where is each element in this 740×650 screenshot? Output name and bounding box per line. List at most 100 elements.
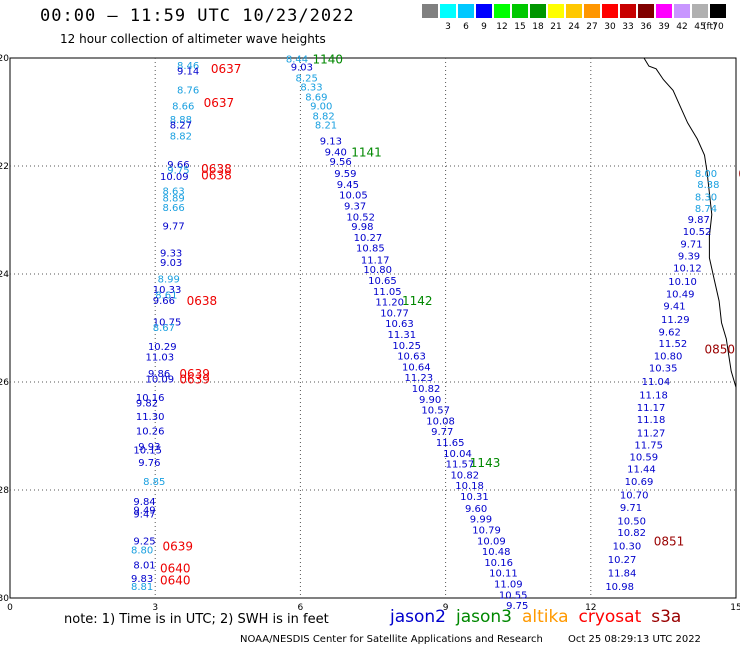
swh-value: 8.88 bbox=[170, 115, 192, 126]
colorbar-swatch bbox=[512, 4, 528, 18]
y-tick-label: -28 bbox=[0, 486, 9, 496]
swh-value: 9.62 bbox=[659, 327, 681, 338]
swh-value: 11.04 bbox=[642, 377, 671, 388]
swh-value: 10.15 bbox=[133, 446, 162, 457]
swh-value: 10.63 bbox=[385, 319, 414, 330]
track-time-label: 0638 bbox=[201, 169, 232, 183]
legend-cryosat: cryosat bbox=[578, 607, 642, 627]
swh-value: 9.66 bbox=[153, 296, 175, 307]
swh-value: 11.05 bbox=[373, 287, 402, 298]
swh-value: 8.21 bbox=[315, 121, 337, 132]
swh-value: 10.49 bbox=[666, 290, 695, 301]
track-time-label: 0637 bbox=[211, 62, 242, 76]
swh-value: 9.71 bbox=[620, 503, 642, 514]
swh-value: 10.09 bbox=[477, 536, 506, 547]
colorbar-unit: (ft) bbox=[703, 22, 717, 32]
page-subtitle: 12 hour collection of altimeter wave hei… bbox=[60, 32, 326, 46]
swh-value: 9.76 bbox=[138, 458, 160, 469]
swh-value: 10.16 bbox=[484, 558, 513, 569]
swh-value: 10.98 bbox=[605, 582, 634, 593]
swh-value: 9.87 bbox=[688, 215, 710, 226]
swh-value: 9.39 bbox=[678, 252, 700, 263]
swh-value: 11.20 bbox=[375, 298, 404, 309]
swh-value: 8.25 bbox=[296, 74, 318, 85]
y-tick-label: -26 bbox=[0, 378, 9, 388]
swh-value: 10.52 bbox=[346, 212, 375, 223]
swh-value: 8.85 bbox=[143, 477, 165, 488]
track-time-label: 1140 bbox=[313, 53, 344, 67]
swh-value: 8.74 bbox=[695, 204, 717, 215]
swh-value: 10.75 bbox=[153, 318, 182, 329]
swh-value: 10.27 bbox=[608, 555, 637, 566]
track-time-label: 0638 bbox=[201, 162, 232, 176]
swh-value: 9.82 bbox=[136, 399, 158, 410]
track-time-label: 0639 bbox=[179, 367, 210, 381]
plot-frame bbox=[9, 57, 737, 599]
swh-value: 10.80 bbox=[363, 265, 392, 276]
swh-value: 10.82 bbox=[412, 384, 441, 395]
track-time-label: 0638 bbox=[187, 294, 218, 308]
swh-value: 10.10 bbox=[668, 277, 697, 288]
colorbar-swatch bbox=[692, 4, 708, 18]
swh-value: 11.03 bbox=[146, 353, 175, 364]
swh-value: 10.16 bbox=[136, 393, 165, 404]
footer-timestamp: Oct 25 08:29:13 UTC 2022 bbox=[568, 634, 701, 645]
satellite-legend: jason2 jason3 altika cryosat s3a bbox=[390, 607, 691, 627]
swh-value: 10.48 bbox=[482, 547, 511, 558]
swh-value: 8.76 bbox=[177, 85, 199, 96]
colorbar-swatch bbox=[656, 4, 672, 18]
colorbar-swatch bbox=[422, 4, 438, 18]
swh-value: 10.57 bbox=[421, 406, 450, 417]
swh-value: 8.38 bbox=[697, 180, 719, 191]
track-time-label: 0639 bbox=[162, 540, 193, 554]
swh-value: 8.61 bbox=[155, 291, 177, 302]
swh-value: 11.30 bbox=[136, 412, 165, 423]
swh-value: 10.31 bbox=[460, 492, 489, 503]
track-time-label: 0850 bbox=[705, 343, 736, 357]
track-time-label: 1142 bbox=[402, 294, 433, 308]
swh-value: 10.05 bbox=[339, 191, 368, 202]
swh-value: 10.27 bbox=[354, 233, 383, 244]
swh-value: 9.40 bbox=[325, 148, 347, 159]
swh-value: 8.46 bbox=[177, 61, 199, 72]
swh-value: 10.04 bbox=[443, 449, 472, 460]
swh-value: 9.00 bbox=[310, 102, 332, 113]
y-tick-label: -30 bbox=[0, 594, 9, 604]
colorbar-label: 12 bbox=[496, 22, 508, 32]
swh-value: 11.29 bbox=[661, 315, 690, 326]
track-time-label: 0639 bbox=[179, 372, 210, 386]
swh-value: 10.65 bbox=[368, 276, 397, 287]
swh-value: 8.30 bbox=[695, 192, 717, 203]
swh-value: 8.01 bbox=[133, 561, 155, 572]
swh-value: 8.66 bbox=[172, 102, 194, 113]
swh-value: 8.27 bbox=[170, 121, 192, 132]
colorbar-swatch bbox=[620, 4, 636, 18]
swh-value: 10.12 bbox=[673, 264, 702, 275]
swh-value: 9.45 bbox=[337, 180, 359, 191]
swh-value: 9.03 bbox=[160, 258, 182, 269]
swh-value: 9.86 bbox=[148, 369, 170, 380]
swh-value: 8.89 bbox=[162, 193, 184, 204]
swh-value: 10.70 bbox=[620, 490, 649, 501]
colorbar-swatch bbox=[440, 4, 456, 18]
swh-value: 9.37 bbox=[344, 202, 366, 213]
swh-value: 8.80 bbox=[131, 545, 153, 556]
swh-value: 10.79 bbox=[472, 526, 501, 537]
swh-value: 10.25 bbox=[392, 341, 421, 352]
y-tick-label: -20 bbox=[0, 54, 9, 64]
track-time-label: 0 bbox=[738, 167, 740, 181]
swh-value: 8.33 bbox=[300, 83, 322, 94]
swh-value: 9.84 bbox=[133, 497, 155, 508]
swh-value: 9.13 bbox=[320, 137, 342, 148]
swh-value: 11.84 bbox=[608, 569, 637, 580]
colorbar-swatch bbox=[566, 4, 582, 18]
swh-value: 10.11 bbox=[489, 569, 518, 580]
colorbar-label: 36 bbox=[640, 22, 652, 32]
swh-value: 10.30 bbox=[613, 542, 642, 553]
swh-value: 9.71 bbox=[680, 239, 702, 250]
colorbar-swatch bbox=[476, 4, 492, 18]
swh-value: 10.29 bbox=[148, 342, 177, 353]
colorbar-label: 42 bbox=[676, 22, 688, 32]
swh-value: 9.33 bbox=[160, 248, 182, 259]
swh-value: 11.65 bbox=[436, 438, 465, 449]
